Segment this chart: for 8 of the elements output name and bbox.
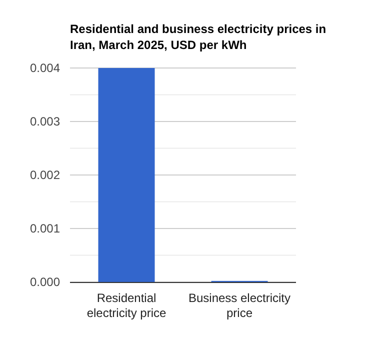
y-tick-label: 0.003 [30, 114, 60, 129]
x-tick-label: Residential electricity price [86, 291, 166, 320]
chart-title: Residential and business electricity prices in Iran, March 2025, USD per kWh [70, 22, 326, 52]
y-tick-label: 0.000 [30, 275, 60, 290]
y-tick-label: 0.004 [30, 61, 60, 76]
y-tick-label: 0.002 [30, 168, 60, 182]
x-tick-label: Business electricity price [188, 291, 291, 320]
y-tick-label: 0.001 [30, 222, 60, 236]
